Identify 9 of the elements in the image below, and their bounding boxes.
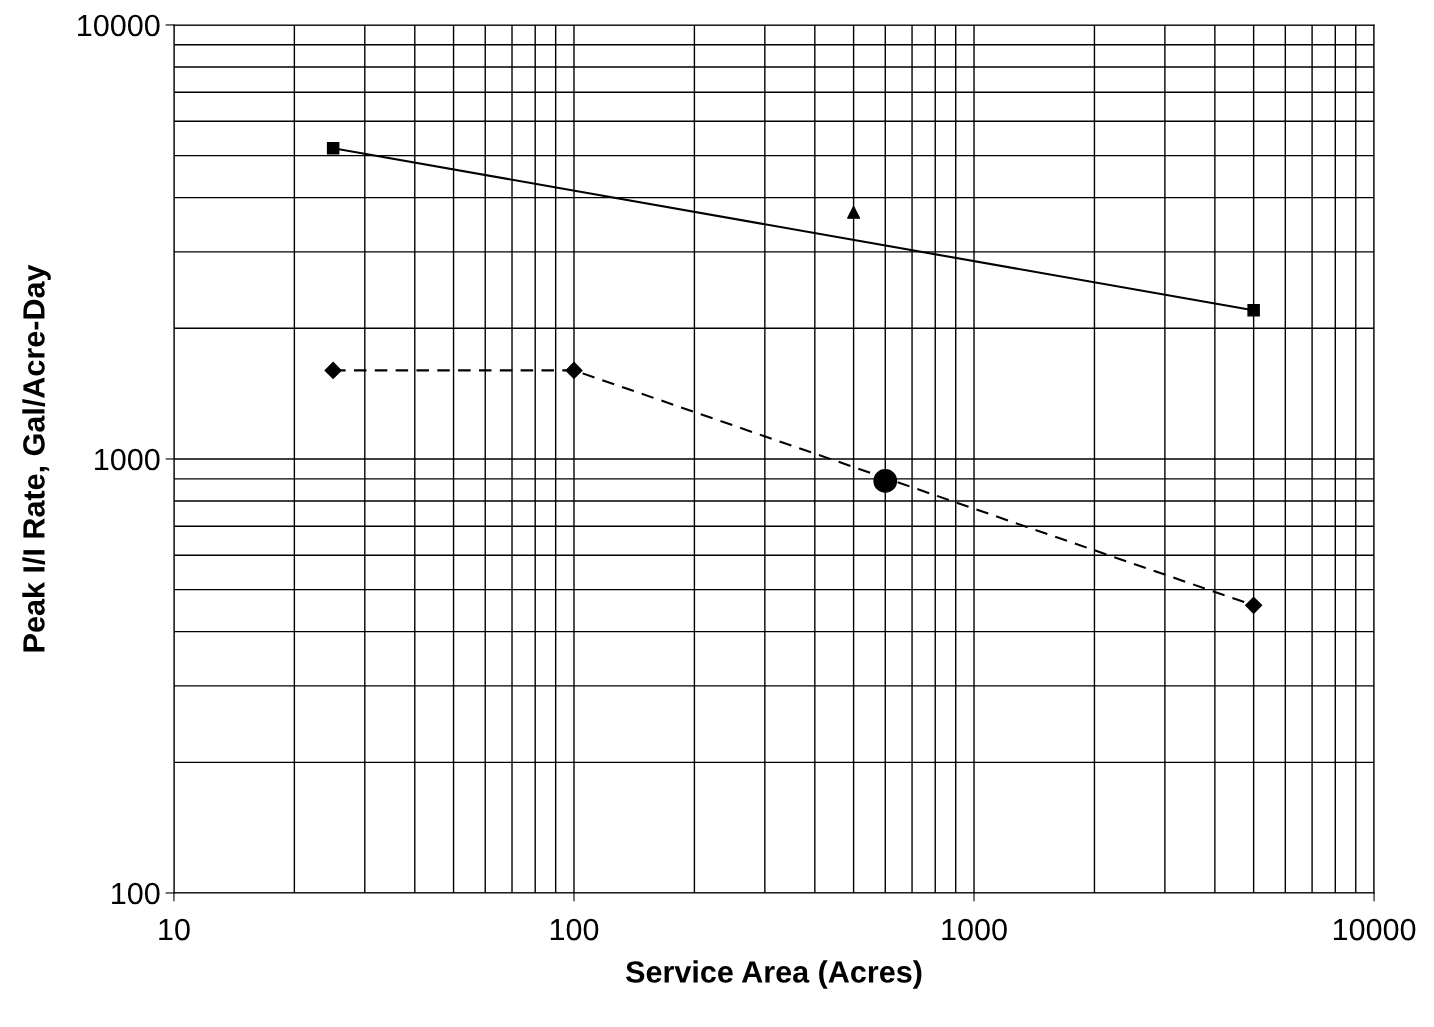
x-tick-label: 100	[550, 918, 599, 941]
x-tick-label: 10000	[1333, 918, 1416, 941]
y-tick-label: 100	[112, 882, 160, 905]
y-tick-label: 10000	[78, 14, 160, 37]
x-tick-label: 1000	[942, 918, 1007, 941]
y-axis-title: Peak I/I Rate, Gal/Acre-Day	[22, 264, 51, 652]
x-axis-title: Service Area (Acres)	[625, 960, 922, 989]
x-tick-label: 10	[159, 918, 190, 941]
y-tick-label: 1000	[95, 448, 160, 471]
